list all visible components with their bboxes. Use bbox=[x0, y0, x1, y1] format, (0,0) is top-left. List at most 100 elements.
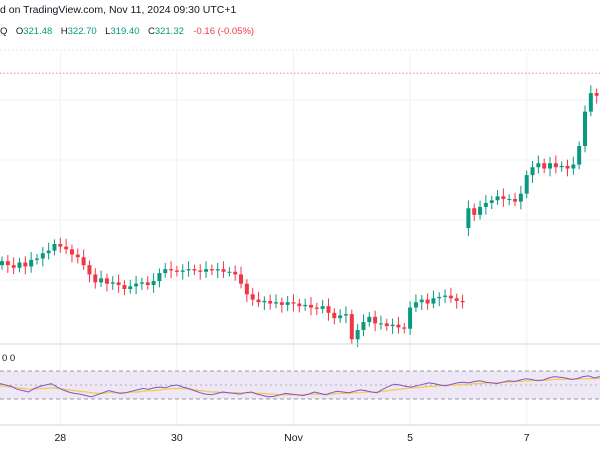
candle-body bbox=[75, 254, 80, 258]
candle-body bbox=[548, 163, 553, 169]
grid bbox=[0, 52, 600, 425]
x-tick-label: 28 bbox=[54, 432, 66, 444]
candle-body bbox=[367, 316, 372, 323]
candle-body bbox=[314, 307, 319, 309]
candle-body bbox=[198, 270, 203, 272]
candle-body bbox=[454, 298, 459, 301]
candle-body bbox=[250, 294, 255, 300]
candle-body bbox=[338, 315, 343, 319]
candle-body bbox=[233, 271, 238, 275]
candle-body bbox=[448, 295, 453, 299]
candle-body bbox=[513, 198, 518, 202]
candle-body bbox=[221, 269, 226, 272]
candle-body bbox=[577, 146, 582, 165]
candle-body bbox=[268, 300, 273, 304]
candle-body bbox=[402, 327, 407, 329]
candle-body bbox=[5, 261, 10, 266]
candle-body bbox=[11, 265, 16, 268]
candle-body bbox=[524, 175, 529, 194]
candle-body bbox=[52, 243, 57, 251]
candle-body bbox=[151, 281, 156, 286]
candle-body bbox=[215, 269, 220, 271]
candle-body bbox=[390, 324, 395, 327]
candle-body bbox=[361, 322, 366, 331]
candle-body bbox=[559, 165, 564, 168]
open-value: 321.48 bbox=[23, 26, 52, 37]
candle-body bbox=[565, 165, 570, 169]
candle-body bbox=[262, 300, 267, 303]
candle-body bbox=[326, 306, 331, 313]
candle-body bbox=[396, 324, 401, 328]
candle-body bbox=[274, 302, 279, 304]
candle-body bbox=[530, 167, 535, 176]
candle-body bbox=[501, 196, 506, 199]
candle-body bbox=[536, 163, 541, 168]
candle-body bbox=[192, 269, 197, 271]
candle-body bbox=[285, 302, 290, 305]
candle-body bbox=[0, 261, 4, 266]
candle-body bbox=[145, 282, 150, 286]
candle-body bbox=[204, 269, 209, 272]
candle-body bbox=[291, 302, 296, 304]
candle-body bbox=[384, 323, 389, 327]
candle-body bbox=[588, 93, 593, 112]
candle-body bbox=[244, 283, 249, 295]
candle-body bbox=[81, 257, 86, 266]
candle-body bbox=[116, 282, 121, 286]
candle-body bbox=[64, 246, 69, 250]
x-tick-label: 5 bbox=[407, 432, 413, 444]
candle-body bbox=[169, 269, 174, 271]
candle-body bbox=[408, 307, 413, 329]
candle-body bbox=[40, 253, 45, 259]
candle-body bbox=[343, 314, 348, 316]
candle-body bbox=[489, 200, 494, 203]
candle-body bbox=[104, 278, 109, 284]
candle-body bbox=[478, 206, 483, 215]
high-value: 322.70 bbox=[68, 26, 97, 37]
low-value: 319.40 bbox=[110, 26, 139, 37]
candle-body bbox=[518, 193, 523, 202]
indicator-values: 0 0 bbox=[2, 353, 15, 364]
candle-body bbox=[437, 296, 442, 299]
candle-body bbox=[472, 208, 477, 215]
candle-body bbox=[110, 282, 115, 284]
symbol-suffix: Q bbox=[0, 26, 7, 37]
candle-body bbox=[507, 198, 512, 200]
candle-body bbox=[209, 269, 214, 271]
x-tick-label: 30 bbox=[171, 432, 183, 444]
candle-body bbox=[378, 323, 383, 325]
candle-body bbox=[419, 299, 424, 303]
candle-body bbox=[320, 306, 325, 309]
chart-attribution: d on TradingView.com, Nov 11, 2024 09:30… bbox=[0, 4, 236, 16]
candle-body bbox=[279, 302, 284, 305]
candle-body bbox=[163, 269, 168, 274]
candle-body bbox=[594, 93, 599, 96]
candle-body bbox=[483, 202, 488, 207]
close-value: 321.32 bbox=[155, 26, 184, 37]
candle-body bbox=[571, 164, 576, 169]
candle-body bbox=[99, 278, 104, 283]
open-label: O bbox=[16, 26, 23, 37]
candle-body bbox=[256, 299, 261, 303]
candle-body bbox=[542, 163, 547, 169]
candle-body bbox=[29, 259, 34, 267]
candle-body bbox=[174, 270, 179, 272]
candle-body bbox=[495, 196, 500, 201]
candle-body bbox=[553, 163, 558, 168]
candle-body bbox=[17, 262, 22, 268]
candle-body bbox=[180, 270, 185, 272]
candle-body bbox=[355, 330, 360, 340]
candle-body bbox=[227, 271, 232, 273]
change-value: -0.16 (-0.05%) bbox=[193, 26, 254, 37]
candle-body bbox=[87, 265, 92, 275]
low-label: L bbox=[105, 26, 110, 37]
candle-body bbox=[34, 258, 39, 260]
candle-body bbox=[239, 274, 244, 284]
time-axis: 28 30 Nov 5 7 bbox=[54, 432, 529, 444]
candlestick-series bbox=[0, 85, 599, 348]
candle-body bbox=[128, 286, 133, 289]
candle-body bbox=[466, 208, 471, 229]
candle-body bbox=[303, 304, 308, 307]
candle-body bbox=[23, 262, 28, 267]
